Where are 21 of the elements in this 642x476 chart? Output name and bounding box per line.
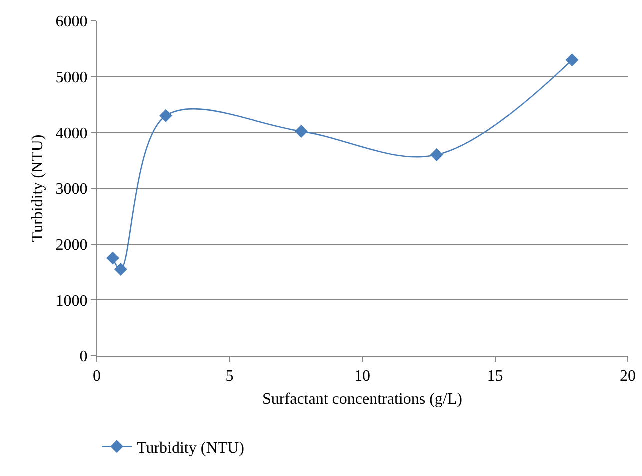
point bbox=[294, 125, 308, 138]
y-tick-label: 2000 bbox=[56, 236, 88, 254]
x-tick-label: 15 bbox=[487, 368, 504, 386]
y-tick-label: 4000 bbox=[56, 125, 88, 142]
point bbox=[160, 109, 173, 122]
x-tick-label: 10 bbox=[354, 368, 370, 386]
x-tick-label: 0 bbox=[93, 368, 101, 386]
legend-label: Turbidity (NTU) bbox=[137, 440, 244, 457]
x-axis-title: Surfactant concentrations (g/L) bbox=[262, 390, 462, 408]
x-tick-label: 5 bbox=[226, 368, 234, 386]
point bbox=[114, 262, 128, 276]
y-tick-label: 6000 bbox=[56, 14, 88, 31]
y-tick-label: 3000 bbox=[56, 181, 88, 198]
y-tick-label: 0 bbox=[80, 348, 88, 366]
point bbox=[430, 148, 444, 162]
point bbox=[566, 54, 579, 67]
y-axis-title: Turbidity (NTU) bbox=[30, 134, 47, 242]
x-tick-label: 20 bbox=[620, 368, 636, 386]
y-tick-label: 5000 bbox=[56, 69, 88, 86]
y-tick-label: 1000 bbox=[56, 292, 88, 310]
point bbox=[106, 252, 120, 265]
